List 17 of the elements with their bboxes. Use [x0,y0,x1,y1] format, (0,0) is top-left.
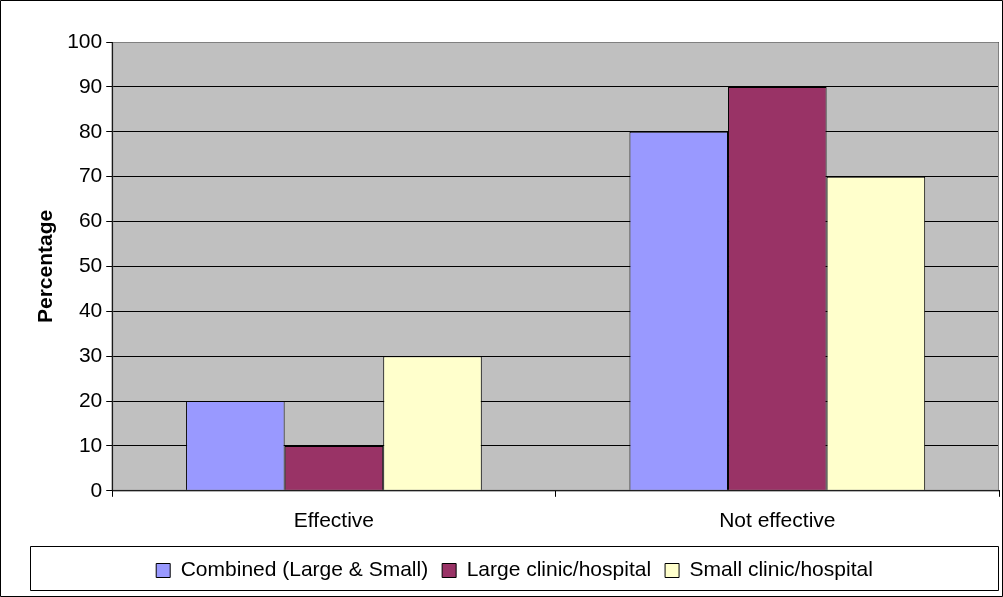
y-axis-title: Percentage [33,209,57,324]
y-tick-label: 40 [78,298,103,322]
y-tick-label: 90 [78,73,103,97]
y-tick-label: 80 [78,118,103,142]
y-tick-label: 100 [67,28,103,52]
x-tick-label: Not effective [719,508,836,532]
y-tick-label: 30 [78,342,103,366]
y-tick-label: 70 [78,163,103,187]
legend-label: Small clinic/hospital [689,557,873,581]
x-tick-label: Effective [293,508,375,532]
legend-label: Combined (Large & Small) [180,557,429,581]
y-tick-label: 10 [78,432,103,456]
y-tick-label: 0 [90,477,103,501]
y-tick-label: 50 [78,253,103,277]
y-tick-label: 20 [78,387,103,411]
legend-label: Large clinic/hospital [466,557,652,581]
y-tick-label: 60 [78,208,103,232]
